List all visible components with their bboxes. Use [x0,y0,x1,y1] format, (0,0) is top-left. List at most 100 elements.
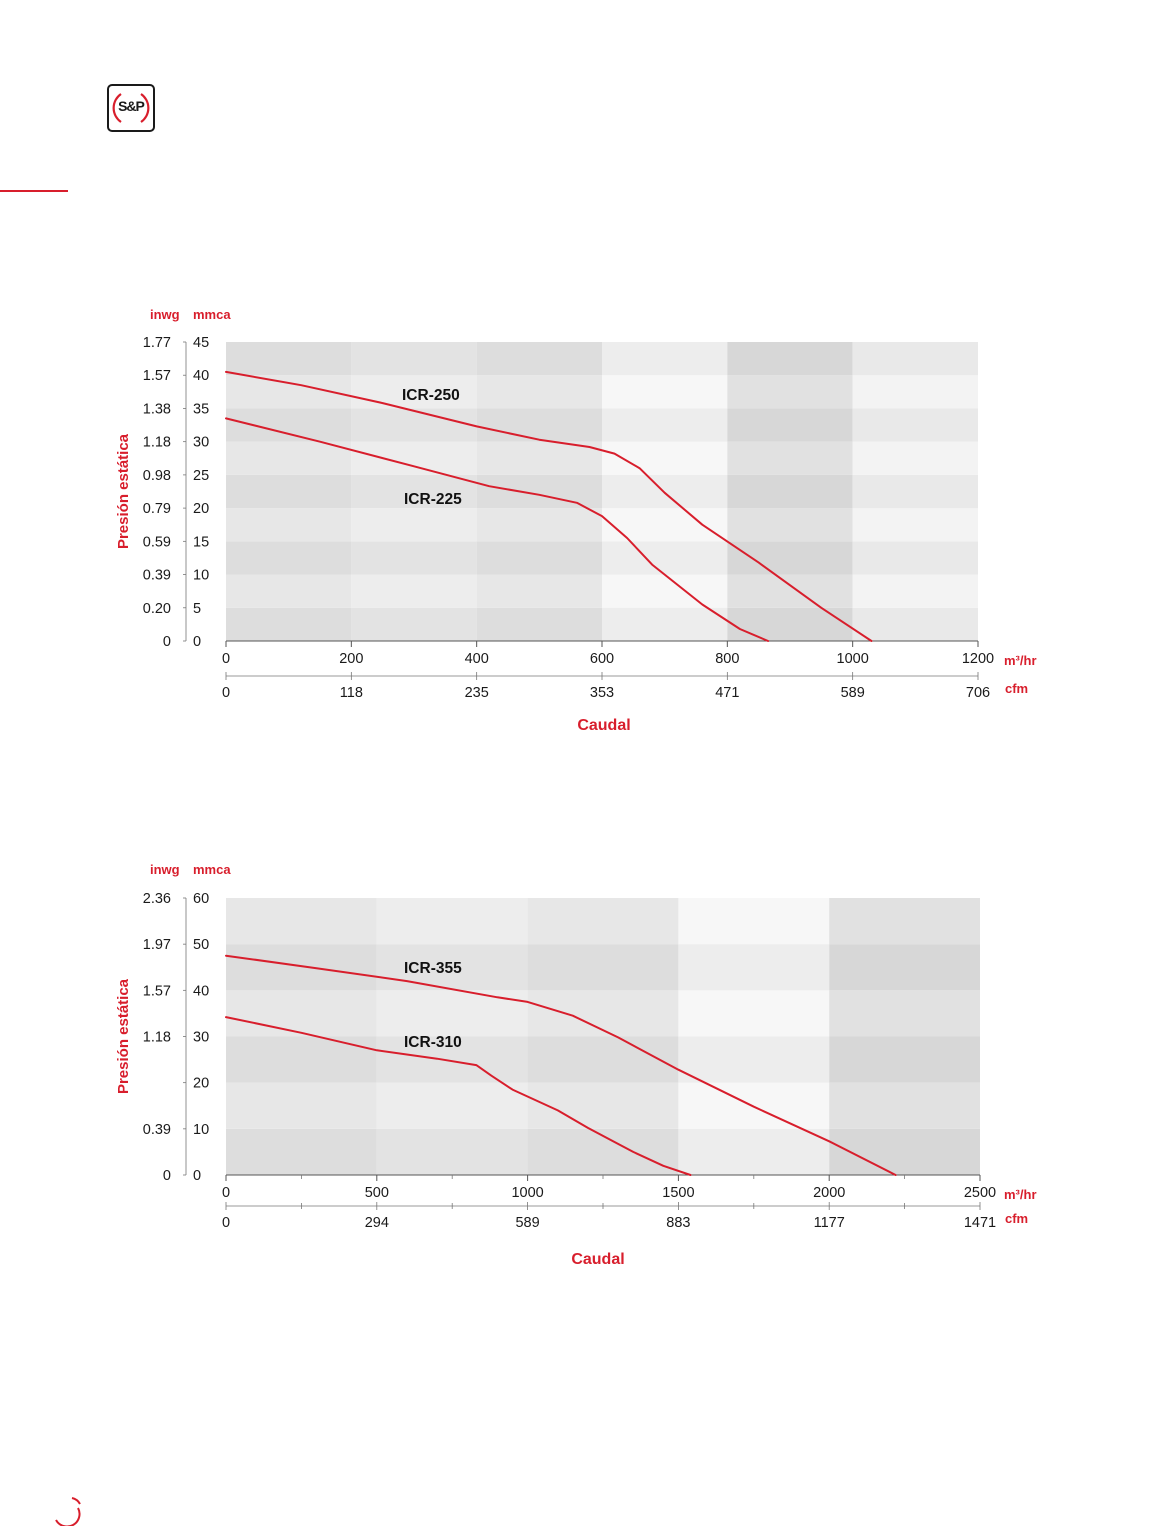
grid-cell [351,441,477,475]
grid-cell [727,607,853,641]
grid-cell [602,508,728,542]
y-tick-label-mmca: 40 [193,368,209,384]
grid-cell [602,408,728,442]
cfm-tick-label: 0 [222,1215,230,1231]
cfm-tick-label: 589 [841,685,865,701]
y-tick-label-inwg: 0.39 [143,568,171,584]
mmca-unit-label: mmca [193,307,231,322]
x-tick-label: 500 [365,1185,389,1201]
y-tick-label-inwg: 1.57 [143,983,171,999]
grid-cell [351,508,477,542]
grid-cell [527,944,679,991]
x-tick-label: 0 [222,651,230,667]
grid-cell [829,898,980,945]
grid-cell [602,607,728,641]
grid-cell [226,944,377,991]
grid-cell [376,1036,528,1083]
cfm-tick-label: 471 [715,685,739,701]
x-tick-label: 800 [715,651,739,667]
corner-arc-mark [52,1494,84,1531]
grid-cell [852,408,978,442]
y-tick-label-inwg: 0.20 [143,601,171,617]
grid-cell [852,375,978,409]
y-tick-label-inwg: 0.59 [143,534,171,550]
grid-cell [226,342,352,376]
y-tick-label-mmca: 0 [193,634,201,650]
y-tick-label-inwg: 0 [163,634,171,650]
grid-cell [226,541,352,575]
grid-cell [226,898,377,945]
header-red-rule [0,190,68,192]
grid-cell [226,1082,377,1129]
y-tick-label-inwg: 1.38 [143,401,171,417]
x-tick-label: 600 [590,651,614,667]
grid-cell [852,474,978,509]
grid-cell [727,441,853,475]
cfm-tick-label: 1471 [964,1215,996,1231]
inwg-unit-label: inwg [150,307,180,322]
y-tick-label-mmca: 5 [193,601,201,617]
y-tick-label-inwg: 1.57 [143,368,171,384]
grid-cell [829,1082,980,1129]
grid-cell [602,541,728,575]
grid-cell [727,508,853,542]
x-tick-label: 2500 [964,1185,996,1201]
corner-arc-icon [55,1497,81,1528]
y-tick-label-mmca: 0 [193,1168,201,1184]
cfm-tick-label: 706 [966,685,990,701]
x-tick-label: 1200 [962,651,994,667]
y-tick-label-inwg: 1.77 [143,335,171,351]
grid-cell [226,1128,377,1175]
y-tick-label-mmca: 10 [193,1122,209,1138]
grid-cell [829,944,980,991]
grid-cell [527,1036,679,1083]
cfm-tick-label: 235 [465,685,489,701]
grid-cell [476,375,602,409]
inwg-unit-label: inwg [150,862,180,877]
grid-cell [476,541,602,575]
y-tick-label-inwg: 1.97 [143,937,171,953]
y-tick-label-inwg: 0.98 [143,468,171,484]
grid-cell [376,898,528,945]
grid-cell [678,990,830,1037]
series-line-icr-310 [225,1016,692,1176]
grid-cell [476,508,602,542]
cfm-tick-label: 353 [590,685,614,701]
y-tick-label-mmca: 60 [193,891,209,907]
y-tick-label-mmca: 20 [193,501,209,517]
m3hr-unit-label: m³/hr [1004,653,1037,668]
x-tick-label: 200 [339,651,363,667]
y-tick-label-mmca: 35 [193,401,209,417]
y-tick-label-mmca: 40 [193,983,209,999]
grid-cell [376,1128,528,1175]
grid-cell [226,1036,377,1083]
y-tick-label-mmca: 45 [193,335,209,351]
x-axis-title: Caudal [577,717,630,734]
cfm-tick-label: 589 [515,1215,539,1231]
grid-cell [829,1128,980,1175]
grid-cell [829,990,980,1037]
grid-cell [678,944,830,991]
grid-cell [527,990,679,1037]
grid-cell [351,541,477,575]
y-axis-title: Presión estática [115,978,132,1094]
grid-cell [376,1082,528,1129]
grid-cell [852,342,978,376]
grid-cell [727,408,853,442]
logo-arcs-icon [112,93,150,123]
grid-cell [351,408,477,442]
grid-cell [678,1128,830,1175]
y-tick-label-mmca: 10 [193,568,209,584]
chart-svg-2: 0050029410005891500883200011772500147101… [115,862,1037,1268]
series-label-icr-250: ICR-250 [402,387,460,404]
grid-cell [527,1082,679,1129]
y-tick-label-inwg: 0.79 [143,501,171,517]
x-tick-label: 1000 [837,651,869,667]
y-tick-label-inwg: 1.18 [143,1030,171,1046]
y-tick-label-mmca: 30 [193,435,209,451]
x-axis-title: Caudal [571,1251,624,1268]
grid-cell [727,574,853,608]
y-tick-label-inwg: 0 [163,1168,171,1184]
grid-cell [852,574,978,608]
cfm-tick-label: 1177 [814,1215,845,1231]
